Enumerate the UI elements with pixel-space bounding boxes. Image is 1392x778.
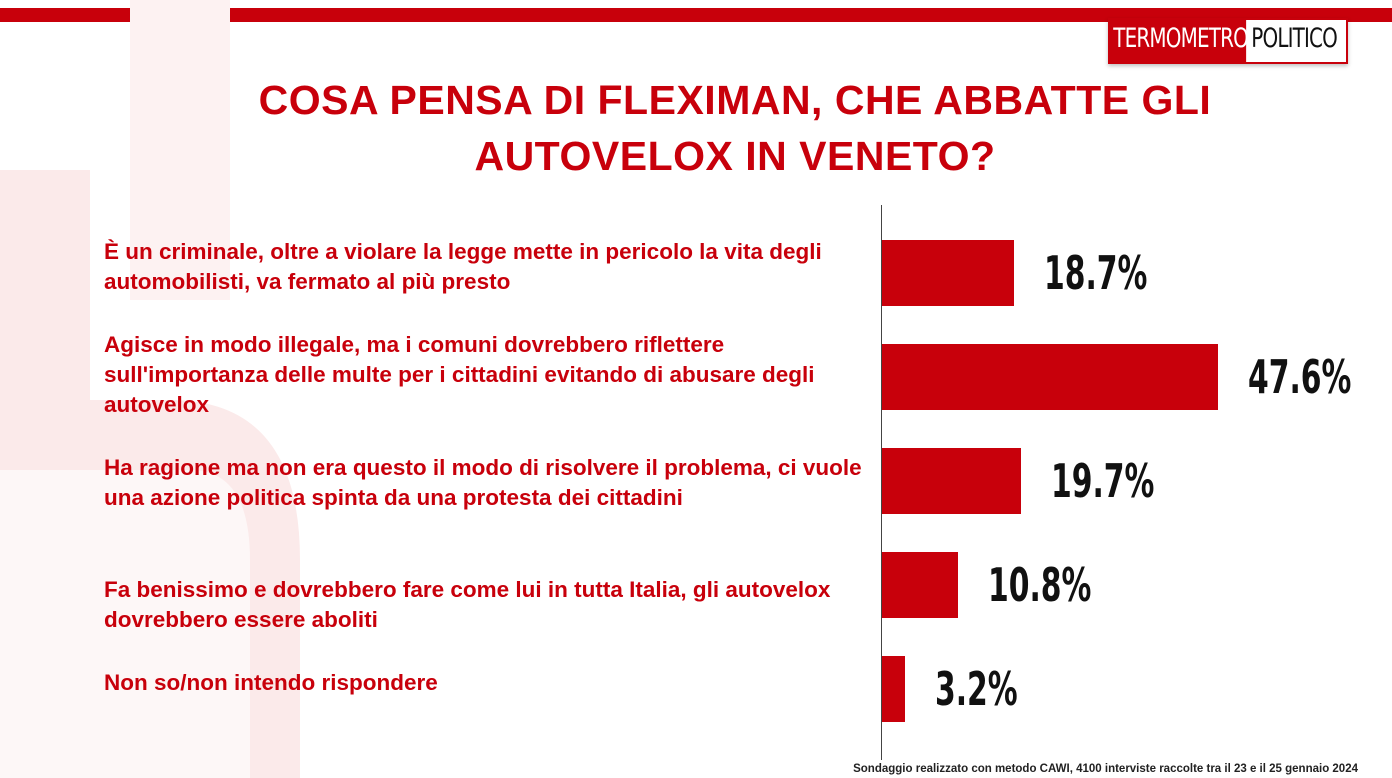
- chart-title: COSA PENSA DI FLEXIMAN, CHE ABBATTE GLI …: [258, 77, 1212, 179]
- background-watermark: [0, 0, 300, 778]
- bar-value-label-5: 3.2%: [935, 662, 1018, 716]
- logo-text-part1: TERMOMETRO: [1110, 20, 1249, 62]
- termometro-politico-logo: TERMOMETRO POLITICO: [1108, 18, 1348, 64]
- answer-label-3: Ha ragione ma non era questo il modo di …: [104, 455, 862, 510]
- answer-label-5: Non so/non intendo rispondere: [104, 670, 438, 695]
- bar-2: [882, 344, 1218, 410]
- top-accent-bar: [0, 8, 1392, 22]
- bar-value-label-4: 10.8%: [988, 558, 1092, 612]
- bar-4: [882, 552, 958, 618]
- bar-1: [882, 240, 1014, 306]
- answer-label-2: Agisce in modo illegale, ma i comuni dov…: [104, 332, 815, 417]
- bar-value-label-3: 19.7%: [1051, 454, 1155, 508]
- logo-text-part2: POLITICO: [1248, 20, 1338, 62]
- bar-5: [882, 656, 905, 722]
- survey-footnote: Sondaggio realizzato con metodo CAWI, 41…: [853, 763, 1358, 775]
- bar-3: [882, 448, 1021, 514]
- bar-value-label-2: 47.6%: [1248, 350, 1352, 404]
- answer-label-4: Fa benissimo e dovrebbero fare come lui …: [104, 577, 831, 632]
- chart-axis-line: [881, 205, 882, 760]
- answer-label-1: È un criminale, oltre a violare la legge…: [104, 239, 822, 294]
- bar-value-label-1: 18.7%: [1044, 246, 1148, 300]
